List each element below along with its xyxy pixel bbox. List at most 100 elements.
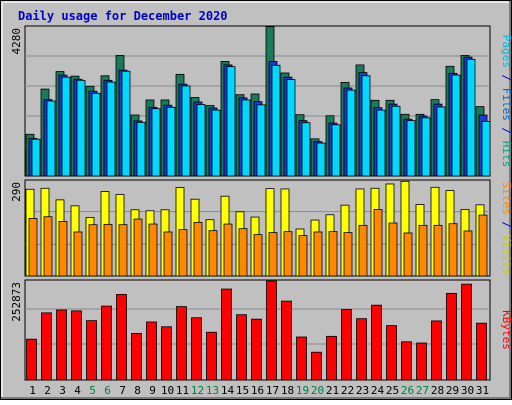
bar-kbytes-day-4 [71, 310, 82, 381]
bar-pages-day-30 [466, 58, 476, 177]
bar-pages-day-23 [361, 75, 371, 177]
bar-pages-day-14 [226, 66, 236, 177]
legend-entry: Sites [500, 182, 512, 215]
bar-kbytes-day-29 [446, 292, 457, 381]
bar-sites-day-17 [268, 232, 278, 277]
bar-sites-day-30 [463, 230, 473, 277]
bar-pages-day-20 [316, 142, 326, 177]
bar-sites-day-27 [418, 224, 428, 277]
bar-kbytes-day-3 [56, 309, 67, 381]
bar-sites-day-1 [28, 217, 38, 277]
x-tick-label: 7 [119, 384, 126, 397]
bar-pages-day-11 [181, 85, 191, 177]
x-tick-label: 2 [44, 384, 51, 397]
bar-pages-day-27 [421, 117, 431, 177]
bar-sites-day-19 [298, 235, 308, 277]
bar-sites-day-4 [73, 231, 83, 277]
side-legend-top: Pages / Files / Hits [500, 35, 512, 168]
bar-sites-day-2 [43, 216, 53, 277]
bar-sites-day-14 [223, 223, 233, 277]
bar-pages-day-1 [31, 138, 41, 177]
legend-entry: Pages [500, 35, 512, 68]
bar-kbytes-day-28 [431, 320, 442, 381]
bar-kbytes-day-30 [461, 283, 472, 381]
bar-pages-day-24 [376, 109, 386, 177]
legend-entry: / [500, 68, 512, 88]
bar-kbytes-day-25 [386, 325, 397, 381]
bar-pages-day-26 [406, 120, 416, 177]
x-tick-label: 6 [104, 384, 111, 397]
x-tick-label: 31 [476, 384, 489, 397]
x-axis-tick-labels: 1 2 3 4 5 6 7 8 9 10 11 12 13 14 15 16 17 18 19 20 21 22 23 24 2… [29, 384, 489, 397]
bar-pages-day-9 [151, 108, 161, 177]
bar-sites-day-15 [238, 228, 248, 277]
bar-sites-day-11 [178, 229, 188, 277]
x-tick-label: 25 [386, 384, 399, 397]
bar-sites-day-18 [283, 231, 293, 277]
bar-kbytes-day-23 [356, 318, 367, 381]
bar-sites-day-12 [193, 221, 203, 277]
bar-pages-day-19 [301, 122, 311, 177]
bar-kbytes-day-10 [161, 326, 172, 381]
bar-sites-day-20 [313, 231, 323, 277]
bar-kbytes-day-27 [416, 342, 427, 381]
bar-pages-day-17 [271, 64, 281, 177]
legend-entry: / [500, 215, 512, 235]
bar-pages-day-31 [481, 120, 491, 177]
bar-pages-day-5 [91, 92, 101, 177]
bar-pages-day-3 [61, 76, 71, 177]
bar-kbytes-day-18 [281, 300, 292, 381]
bar-pages-day-21 [331, 124, 341, 177]
bar-pages-day-6 [106, 81, 116, 177]
x-tick-label: 29 [446, 384, 459, 397]
bar-pages-day-10 [166, 106, 176, 177]
x-tick-label: 15 [236, 384, 249, 397]
bar-kbytes-day-6 [101, 305, 112, 381]
x-tick-label: 17 [266, 384, 279, 397]
frame-shadow-right [509, 1, 511, 399]
bar-pages-day-16 [256, 104, 266, 177]
bar-kbytes-day-1 [26, 338, 37, 381]
bar-sites-day-22 [343, 232, 353, 277]
x-tick-label: 16 [251, 384, 264, 397]
bar-sites-day-29 [448, 223, 458, 277]
bar-kbytes-day-13 [206, 331, 217, 381]
bar-kbytes-day-17 [266, 280, 277, 381]
x-tick-label: 4 [74, 384, 81, 397]
bar-pages-day-25 [391, 105, 401, 177]
bar-sites-day-13 [208, 230, 218, 277]
x-tick-label: 26 [401, 384, 414, 397]
bar-pages-day-8 [136, 121, 146, 177]
bar-pages-day-2 [46, 100, 56, 177]
bar-kbytes-day-11 [176, 306, 187, 381]
bar-pages-day-12 [196, 104, 206, 177]
bar-sites-day-25 [388, 222, 398, 277]
bar-kbytes-day-7 [116, 294, 127, 381]
bar-kbytes-day-9 [146, 321, 157, 381]
bar-kbytes-day-22 [341, 309, 352, 381]
bar-kbytes-day-21 [326, 335, 337, 381]
panel-bottom: 252873 KBytes [10, 279, 512, 381]
bar-kbytes-day-14 [221, 288, 232, 381]
bar-sites-day-8 [133, 218, 143, 277]
bar-sites-day-16 [253, 234, 263, 277]
y-max-label-top: 4280 [10, 28, 23, 55]
panel-top: 4280 Pages / Files / Hits [10, 25, 512, 177]
series-pages [31, 58, 491, 177]
bar-pages-day-4 [76, 79, 86, 177]
x-tick-label: 24 [371, 384, 385, 397]
bar-pages-day-22 [346, 89, 356, 177]
bar-sites-day-5 [88, 224, 98, 277]
bar-kbytes-day-20 [311, 351, 322, 381]
side-legend-middle: Sites / Visits [500, 182, 512, 275]
y-max-label-middle: 290 [10, 182, 23, 202]
bar-kbytes-day-26 [401, 341, 412, 381]
bar-pages-day-29 [451, 74, 461, 177]
series-kbytes [26, 280, 487, 381]
x-tick-label: 23 [356, 384, 369, 397]
x-tick-label: 27 [416, 384, 429, 397]
panel-middle: 290 Sites / Visits [10, 179, 512, 277]
bar-pages-day-15 [241, 99, 251, 177]
bar-pages-day-13 [211, 109, 221, 177]
